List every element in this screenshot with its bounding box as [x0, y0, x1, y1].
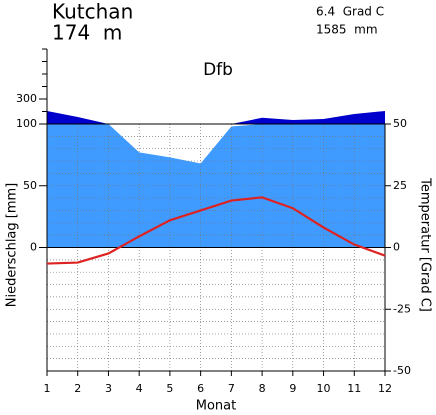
- x-tick-label: 9: [289, 382, 296, 395]
- y-tick-label: 300: [16, 92, 37, 105]
- precip-upper-area: [47, 111, 385, 124]
- y2-tick-label: 50: [393, 117, 407, 130]
- y2-axis-label: Temperatur [Grad C]: [418, 177, 433, 312]
- station-name: Kutchan: [52, 0, 133, 24]
- y2-tick-label: 25: [393, 179, 407, 192]
- x-tick-label: 8: [259, 382, 266, 395]
- temperature-line: [46, 196, 386, 265]
- x-tick-label: 1: [44, 382, 51, 395]
- x-tick-label: 6: [197, 382, 204, 395]
- mean-temperature: 6.4 Grad C: [316, 5, 384, 19]
- x-tick-label: 5: [166, 382, 173, 395]
- y2-tick-label: 0: [393, 241, 400, 254]
- x-tick-label: 11: [347, 382, 361, 395]
- x-tick-label: 10: [317, 382, 331, 395]
- x-axis-label: Monat: [196, 399, 236, 414]
- y2-tick-label: -50: [393, 364, 411, 377]
- y-tick-label: 100: [16, 117, 37, 130]
- y-tick-label: 50: [23, 179, 37, 192]
- x-tick-label: 2: [74, 382, 81, 395]
- y-axis-label: Niederschlag [mm]: [5, 183, 20, 308]
- y2-tick-label: -25: [393, 302, 411, 315]
- annual-precipitation: 1585 mm: [316, 23, 378, 37]
- climate-class: Dfb: [203, 60, 233, 80]
- elevation: 174 m: [52, 21, 122, 45]
- y-tick-label: 0: [30, 241, 37, 254]
- x-tick-label: 4: [136, 382, 143, 395]
- x-tick-label: 3: [105, 382, 112, 395]
- x-tick-label: 7: [228, 382, 235, 395]
- x-tick-label: 12: [378, 382, 392, 395]
